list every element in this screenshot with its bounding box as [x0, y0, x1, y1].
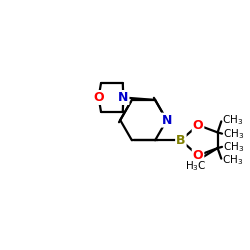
Text: O: O — [193, 118, 203, 132]
Text: O: O — [93, 91, 104, 104]
Text: N: N — [162, 114, 172, 126]
Text: CH$_3$: CH$_3$ — [222, 154, 243, 167]
Text: N: N — [118, 91, 128, 104]
Text: CH$_3$: CH$_3$ — [223, 140, 244, 154]
Text: H$_3$C: H$_3$C — [184, 160, 206, 173]
Text: CH$_3$: CH$_3$ — [223, 127, 244, 140]
Text: CH$_3$: CH$_3$ — [222, 113, 243, 126]
Text: O: O — [193, 149, 203, 162]
Text: B: B — [176, 134, 186, 147]
